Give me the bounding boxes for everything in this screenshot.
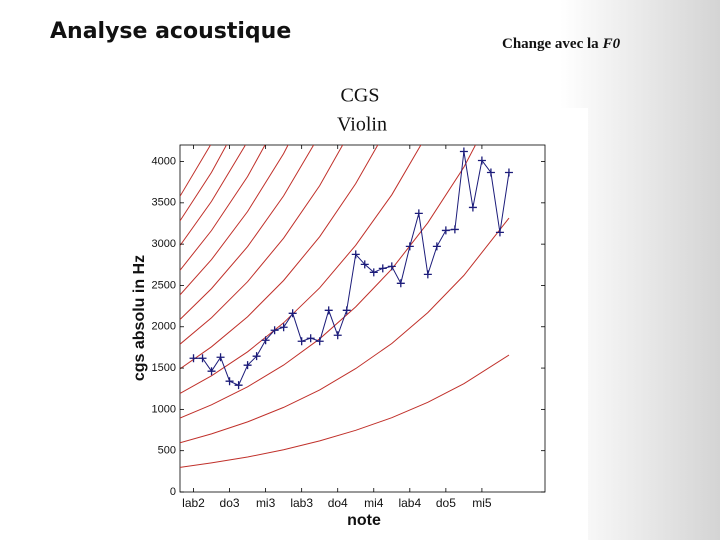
data-point [279,323,288,332]
x-tick-label: lab4 [398,496,421,510]
data-line [193,151,510,386]
side-note: Change avec la F0 [502,36,621,52]
data-point [504,168,513,177]
data-point [441,226,450,235]
chart-title: CGS [341,85,380,107]
harmonic-curve [180,145,247,246]
y-tick-label: 2000 [152,321,176,333]
data-point [315,337,324,346]
data-point [378,264,387,273]
side-note-emphasis: F0 [602,36,621,52]
y-tick-label: 500 [158,445,176,457]
x-tick-label: do5 [436,496,456,510]
harmonic-curve [180,145,344,345]
x-tick-label: mi5 [472,496,492,510]
x-tick-label: lab3 [290,496,313,510]
data-point [306,334,315,343]
data-point [396,279,405,288]
y-tick-label: 0 [170,486,176,498]
data-point [405,242,414,251]
data-point [360,260,369,269]
harmonic-curve [180,145,477,419]
x-axis-label: note [347,512,381,529]
data-point [432,242,441,251]
data-point [423,270,432,279]
plot-frame [179,144,546,493]
harmonic-curve [180,145,315,320]
harmonic-curves [180,145,510,468]
data-point [387,262,396,271]
data-point [225,377,234,386]
data-point [477,156,486,165]
data-point [270,326,279,335]
data-point [459,147,468,156]
harmonic-curve [180,145,379,370]
y-tick-label: 4000 [152,155,176,167]
harmonic-curve [180,145,422,394]
data-point [288,309,297,318]
data-point [495,228,504,237]
data-point [324,306,333,315]
slide-title: Analyse acoustique [50,19,291,44]
y-tick-label: 1000 [152,403,176,415]
data-point [369,268,378,277]
data-point [189,354,198,363]
data-point [243,361,252,370]
data-point [450,225,459,234]
data-point [351,250,360,259]
data-point [333,331,342,340]
x-tick-label: mi4 [364,496,384,510]
data-point [486,168,495,177]
data-point [468,203,477,212]
y-tick-label: 3500 [152,197,176,209]
x-tick-label: mi3 [256,496,276,510]
y-tick-label: 1500 [152,362,176,374]
harmonic-curve [180,145,289,296]
x-tick-label: do3 [220,496,240,510]
data-point [342,306,351,315]
data-point [297,337,306,346]
harmonic-curve [180,145,212,197]
data-point [252,352,261,361]
data-point [198,354,207,363]
y-tick-label: 2500 [152,279,176,291]
chart-subtitle: Violin [337,114,387,136]
data-point [261,336,270,345]
plot-panel [124,108,588,540]
x-tick-label: do4 [328,496,348,510]
harmonic-curve [180,145,266,271]
data-point [216,353,225,362]
data-point [414,209,423,218]
side-note-text: Change avec la [502,36,599,52]
data-point [207,367,216,376]
data-point [234,381,243,390]
y-tick-label: 3000 [152,238,176,250]
harmonic-curve [180,354,510,468]
harmonic-curve [180,217,510,444]
y-axis-label: cgs absolu in Hz [131,255,148,381]
x-tick-label: lab2 [182,496,205,510]
harmonic-curve [180,145,228,222]
